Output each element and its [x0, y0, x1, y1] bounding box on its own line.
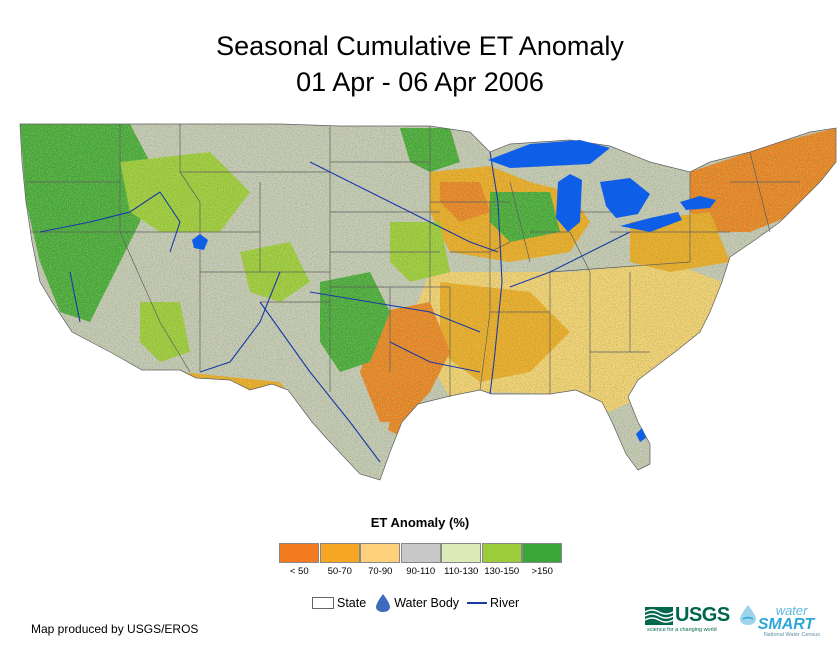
legend-swatch	[441, 543, 481, 563]
missouri-river	[309, 161, 499, 253]
legend-title: ET Anomaly (%)	[370, 515, 470, 530]
lake-superior	[488, 140, 610, 168]
river-swatch	[467, 602, 488, 604]
watersmart-water-text: water	[775, 603, 808, 618]
watersmart-drop-icon	[739, 605, 756, 625]
map-credit: Map produced by USGS/EROS	[31, 622, 199, 636]
map-title-line2: 01 Apr - 06 Apr 2006	[296, 67, 544, 97]
key-state: State	[312, 596, 366, 610]
legend-labels: < 50 50-70 70-90 90-110 110-130 130-150 >150	[279, 566, 563, 577]
lake-okeechobee	[636, 428, 646, 442]
legend-class-label: 130-150	[484, 566, 520, 577]
red-river	[389, 341, 481, 373]
usgs-wordmark: USGS	[675, 604, 730, 626]
legend-class-label: >150	[531, 566, 553, 577]
legend-class-label: < 50	[289, 566, 309, 577]
southwest-below-50-area	[210, 392, 280, 442]
legend-swatches	[279, 543, 563, 563]
watersmart-logo: water SMART National Water Census	[738, 604, 820, 639]
legend-class-label: 50-70	[327, 566, 352, 577]
state-swatch	[312, 597, 334, 609]
usgs-tagline: science for a changing world	[647, 627, 717, 633]
lake-ontario	[680, 196, 716, 210]
columbia-river	[39, 191, 161, 233]
ohio-river	[509, 231, 631, 288]
legend-swatch	[360, 543, 400, 563]
colorado-river	[199, 271, 281, 373]
agency-logos: USGS science for a changing world water …	[645, 604, 820, 639]
et-anomaly-raster	[20, 124, 836, 480]
rio-grande	[259, 301, 381, 463]
texture-110-130	[20, 124, 836, 480]
map-title-line1: Seasonal Cumulative ET Anomaly	[216, 31, 624, 61]
map-key: State Water Body River	[312, 593, 527, 613]
legend-swatch	[400, 543, 441, 563]
great-salt-lake	[192, 234, 208, 250]
lake-erie	[620, 212, 682, 232]
legend-swatch	[279, 543, 319, 563]
usgs-wave-icon	[645, 606, 673, 625]
conus-et-anomaly-map	[19, 123, 837, 481]
key-state-label: State	[337, 596, 367, 610]
key-water-label: Water Body	[394, 596, 460, 610]
sacramento-river	[69, 271, 81, 323]
rivers	[39, 151, 631, 463]
key-water: Water Body	[374, 593, 459, 613]
legend-class-label: 110-130	[444, 566, 479, 577]
legend-class-label: 90-110	[406, 566, 436, 577]
usgs-logo: USGS science for a changing world	[645, 604, 730, 633]
legend-swatch	[522, 543, 562, 563]
watersmart-tagline: National Water Census	[763, 632, 821, 638]
key-river: River	[467, 596, 519, 610]
water-bodies	[192, 140, 716, 442]
lake-huron	[600, 178, 650, 218]
water-drop-icon	[376, 594, 391, 612]
legend-class-label: 70-90	[368, 566, 393, 577]
lake-michigan	[556, 174, 582, 232]
mississippi-river	[489, 151, 503, 395]
snake-river	[159, 191, 181, 253]
legend-swatch	[319, 543, 360, 563]
key-river-label: River	[490, 596, 520, 610]
legend-swatch	[481, 543, 522, 563]
watersmart-smart-text: SMART	[757, 616, 815, 633]
arkansas-river	[309, 291, 481, 333]
